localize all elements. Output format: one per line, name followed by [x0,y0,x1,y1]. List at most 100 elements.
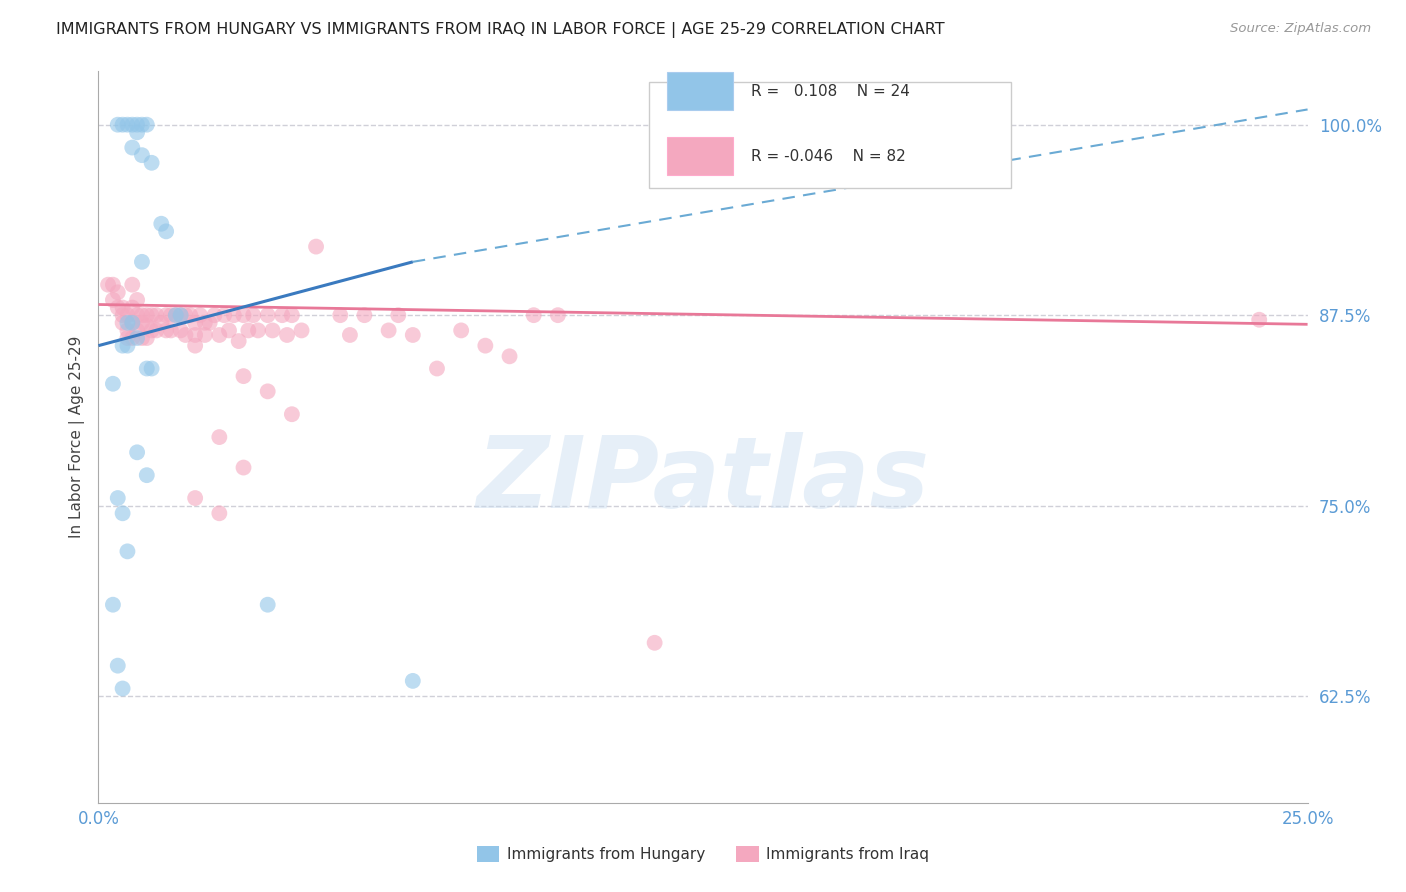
Point [160,323,183,337]
Point [145,308,167,322]
Point [107,285,129,300]
Point [281,407,304,421]
Point [523,308,546,322]
Point [169,323,191,337]
Point [194,328,217,343]
Point [547,308,569,322]
Point [101,598,124,612]
Point [135,331,157,345]
Text: R =   0.108    N = 24: R = 0.108 N = 24 [751,84,910,99]
Point [117,331,139,345]
Point [228,334,250,348]
Point [339,328,361,343]
Point [232,308,254,322]
Point [141,361,163,376]
Point [111,308,134,322]
Point [135,468,157,483]
Point [121,316,143,330]
Point [218,323,240,337]
Point [174,308,197,322]
Point [198,316,221,330]
Point [107,118,129,132]
Point [145,323,167,337]
Point [256,308,278,322]
Point [169,308,191,322]
Point [117,323,139,337]
Point [208,506,231,520]
Point [377,323,399,337]
Point [262,323,284,337]
Point [101,277,124,292]
Point [141,323,163,337]
Point [212,308,235,322]
Point [111,506,134,520]
Point [329,308,352,322]
Point [117,308,139,322]
Point [135,318,157,333]
Point [276,328,298,343]
Point [150,217,173,231]
Point [208,328,231,343]
Point [155,308,177,322]
Point [117,544,139,558]
Point [111,681,134,696]
Point [131,316,153,330]
Point [127,118,149,132]
Point [111,301,134,315]
Point [117,338,139,352]
Point [353,308,375,322]
Bar [666,72,734,110]
Point [498,349,520,363]
Point [474,338,496,352]
Point [450,323,472,337]
Point [402,673,425,688]
Point [165,308,187,322]
Point [387,308,409,322]
Point [101,293,124,307]
Point [150,316,173,330]
Point [256,598,278,612]
Point [188,308,211,322]
Point [111,338,134,352]
Point [127,308,149,322]
Point [141,308,163,322]
Legend: Immigrants from Hungary, Immigrants from Iraq: Immigrants from Hungary, Immigrants from… [471,840,935,868]
Point [121,118,143,132]
Point [169,308,191,322]
Point [131,255,153,269]
Y-axis label: In Labor Force | Age 25-29: In Labor Force | Age 25-29 [69,336,84,538]
Point [179,308,201,322]
Point [121,140,143,154]
Point [232,460,254,475]
Point [131,118,153,132]
Point [141,155,163,169]
Point [184,491,207,505]
Point [271,308,294,322]
Point [402,328,425,343]
Point [194,316,217,330]
Point [127,125,149,139]
Point [165,308,187,322]
Point [107,491,129,505]
Point [127,331,149,345]
Point [160,308,183,322]
Point [127,293,149,307]
Point [101,376,124,391]
Point [121,301,143,315]
Point [121,331,143,345]
Point [238,323,260,337]
Point [242,308,264,322]
Text: Source: ZipAtlas.com: Source: ZipAtlas.com [1230,22,1371,36]
Point [247,323,270,337]
Point [1249,312,1271,326]
Point [111,316,134,330]
Point [127,323,149,337]
Point [184,338,207,352]
Point [131,148,153,162]
Bar [666,137,734,175]
Point [305,239,328,253]
Point [155,224,177,238]
Point [131,308,153,322]
Point [644,636,666,650]
Text: IMMIGRANTS FROM HUNGARY VS IMMIGRANTS FROM IRAQ IN LABOR FORCE | AGE 25-29 CORRE: IMMIGRANTS FROM HUNGARY VS IMMIGRANTS FR… [56,22,945,38]
